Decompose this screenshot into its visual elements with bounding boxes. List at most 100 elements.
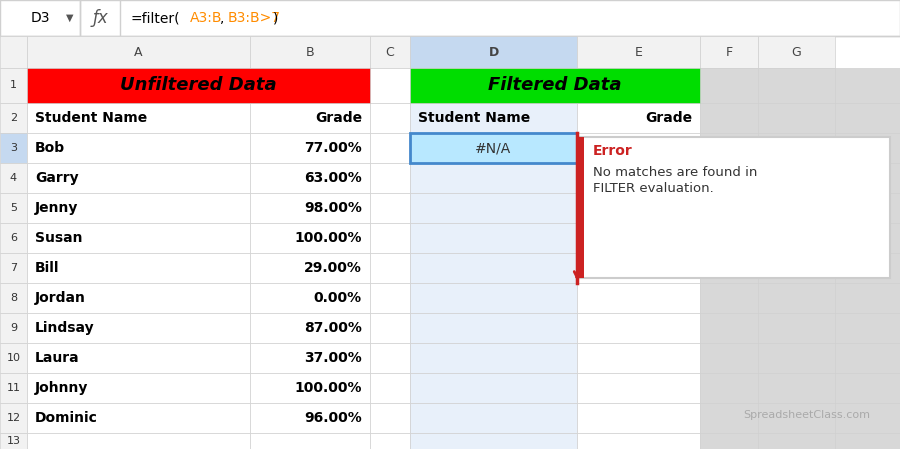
Bar — [410, 433, 577, 449]
Text: Student Name: Student Name — [418, 111, 530, 125]
Bar — [577, 253, 700, 283]
Bar — [370, 433, 410, 449]
Bar — [370, 373, 410, 403]
Text: 98.00%: 98.00% — [304, 201, 362, 215]
Bar — [835, 103, 900, 133]
Text: Grade: Grade — [645, 111, 692, 125]
Bar — [27, 103, 250, 133]
Bar — [700, 313, 758, 343]
Bar — [410, 373, 577, 403]
Bar — [700, 223, 758, 253]
Text: 10: 10 — [6, 353, 21, 363]
Bar — [27, 163, 250, 193]
Bar — [410, 133, 577, 163]
Bar — [410, 68, 577, 103]
Bar — [700, 343, 758, 373]
Bar — [835, 193, 900, 223]
Bar — [370, 193, 410, 223]
Bar — [577, 68, 700, 103]
Bar — [577, 36, 700, 68]
Bar — [0, 103, 27, 133]
Bar — [700, 68, 758, 103]
Bar — [370, 133, 410, 163]
Text: B: B — [306, 45, 314, 58]
Text: #N/A: #N/A — [475, 141, 511, 155]
Bar — [27, 223, 250, 253]
Bar — [0, 403, 27, 433]
Bar — [370, 313, 410, 343]
Bar — [700, 433, 758, 449]
Bar — [250, 36, 370, 68]
Bar — [250, 68, 370, 103]
Bar — [410, 133, 577, 163]
Bar — [835, 223, 900, 253]
Text: F: F — [725, 45, 733, 58]
Bar — [0, 433, 27, 449]
Text: A3:B: A3:B — [190, 11, 222, 25]
Bar — [758, 373, 835, 403]
Text: 5: 5 — [10, 203, 17, 213]
Text: No matches are found in: No matches are found in — [593, 166, 758, 179]
Text: A: A — [134, 45, 143, 58]
Bar — [700, 163, 758, 193]
Bar — [410, 36, 577, 68]
Text: Lindsay: Lindsay — [35, 321, 94, 335]
Text: 9: 9 — [10, 323, 17, 333]
Bar — [835, 403, 900, 433]
Bar — [0, 343, 27, 373]
Text: Jordan: Jordan — [35, 291, 86, 305]
Bar — [370, 283, 410, 313]
Bar — [370, 36, 410, 68]
Text: Jenny: Jenny — [35, 201, 78, 215]
Bar — [579, 137, 890, 278]
Bar — [579, 137, 584, 278]
Bar — [410, 223, 577, 253]
Text: B3:B>7: B3:B>7 — [228, 11, 281, 25]
Bar — [370, 103, 410, 133]
Bar — [410, 163, 577, 193]
Bar — [577, 433, 700, 449]
Text: FILTER evaluation.: FILTER evaluation. — [593, 182, 714, 195]
Bar — [0, 133, 27, 163]
Text: C: C — [385, 45, 394, 58]
Bar — [27, 253, 250, 283]
Text: SpreadsheetClass.com: SpreadsheetClass.com — [743, 410, 870, 420]
Bar — [370, 68, 410, 103]
Bar — [758, 283, 835, 313]
Bar — [835, 313, 900, 343]
Bar — [0, 36, 27, 68]
Bar — [835, 433, 900, 449]
Text: 2: 2 — [10, 113, 17, 123]
Bar — [700, 133, 758, 163]
Bar — [0, 283, 27, 313]
Bar — [250, 253, 370, 283]
Text: 13: 13 — [6, 436, 21, 446]
Text: E: E — [634, 45, 643, 58]
Bar — [250, 133, 370, 163]
Bar — [27, 433, 250, 449]
Bar — [700, 193, 758, 223]
Bar — [27, 283, 250, 313]
Bar — [27, 68, 250, 103]
Bar — [370, 253, 410, 283]
Bar — [577, 163, 700, 193]
Bar — [700, 283, 758, 313]
Bar — [835, 253, 900, 283]
Bar — [410, 253, 577, 283]
Text: Johnny: Johnny — [35, 381, 88, 395]
Bar — [0, 163, 27, 193]
Text: =filter(: =filter( — [130, 11, 180, 25]
Text: 8: 8 — [10, 293, 17, 303]
Text: 6: 6 — [10, 233, 17, 243]
Bar — [27, 313, 250, 343]
Bar — [27, 36, 250, 68]
Text: 7: 7 — [10, 263, 17, 273]
Bar — [250, 223, 370, 253]
Bar — [758, 68, 835, 103]
Bar — [0, 373, 27, 403]
Bar — [758, 163, 835, 193]
Bar — [27, 193, 250, 223]
Bar — [758, 253, 835, 283]
Bar — [410, 103, 577, 133]
Bar — [577, 313, 700, 343]
